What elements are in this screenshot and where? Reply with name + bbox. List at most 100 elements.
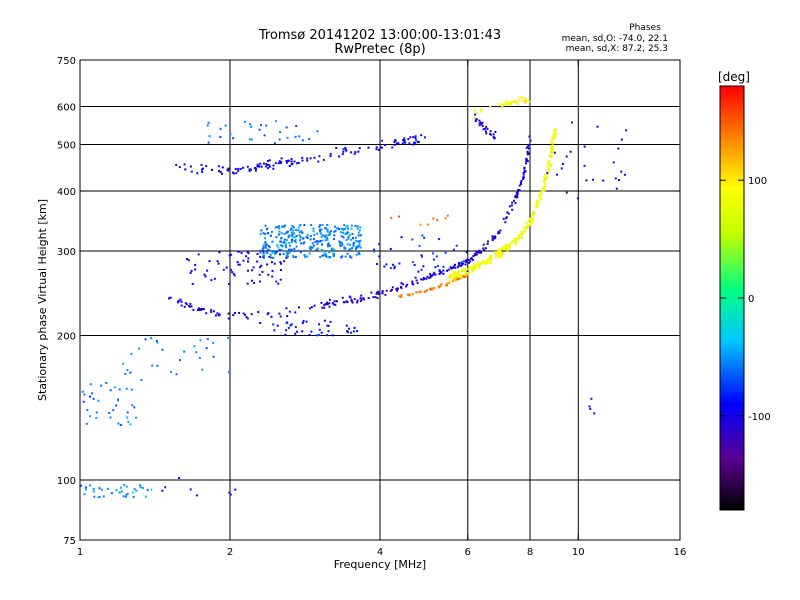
data-point bbox=[89, 484, 92, 487]
data-point bbox=[350, 151, 353, 154]
data-point bbox=[378, 243, 381, 246]
colorbar-ticks: 100 0 -100 bbox=[720, 176, 771, 423]
data-point bbox=[189, 488, 192, 491]
data-point bbox=[486, 260, 489, 263]
data-point bbox=[263, 162, 265, 165]
data-point bbox=[428, 276, 431, 279]
data-point bbox=[550, 155, 553, 158]
data-point bbox=[464, 259, 467, 262]
data-point bbox=[498, 250, 501, 253]
data-point bbox=[501, 104, 504, 107]
data-point bbox=[139, 484, 141, 487]
data-point bbox=[320, 331, 323, 334]
data-point bbox=[359, 239, 362, 242]
data-point bbox=[327, 324, 330, 327]
data-point bbox=[531, 221, 534, 224]
data-point bbox=[417, 270, 420, 273]
data-point bbox=[275, 236, 278, 239]
data-point bbox=[560, 167, 563, 170]
data-point bbox=[318, 225, 321, 228]
data-point bbox=[486, 242, 489, 245]
data-point bbox=[216, 260, 219, 263]
y-tick-label: 200 bbox=[57, 332, 76, 343]
data-point bbox=[464, 274, 467, 277]
data-point bbox=[258, 128, 261, 131]
data-point bbox=[518, 184, 521, 187]
data-point bbox=[475, 112, 478, 115]
data-point bbox=[331, 334, 334, 337]
data-point bbox=[516, 196, 519, 199]
data-point bbox=[249, 138, 251, 141]
data-point bbox=[279, 131, 282, 134]
data-point bbox=[261, 248, 264, 251]
data-point bbox=[287, 230, 289, 233]
data-point bbox=[452, 248, 455, 251]
data-point bbox=[309, 238, 312, 241]
data-point bbox=[195, 494, 198, 497]
data-point bbox=[253, 282, 256, 284]
data-point bbox=[332, 248, 335, 251]
data-point bbox=[217, 165, 220, 168]
data-point bbox=[279, 253, 282, 256]
data-point bbox=[301, 159, 304, 162]
data-point bbox=[129, 371, 132, 374]
data-point bbox=[301, 156, 304, 159]
data-point bbox=[518, 235, 521, 238]
data-point bbox=[623, 173, 626, 176]
data-point bbox=[294, 332, 297, 335]
data-point bbox=[543, 189, 546, 192]
data-point bbox=[359, 297, 362, 300]
data-point bbox=[248, 168, 251, 171]
data-point bbox=[497, 102, 500, 105]
data-point bbox=[537, 204, 540, 207]
data-point bbox=[400, 282, 403, 285]
data-point bbox=[522, 171, 525, 174]
data-point bbox=[482, 243, 485, 246]
data-point bbox=[486, 259, 489, 262]
data-point bbox=[484, 130, 487, 133]
data-point bbox=[219, 171, 222, 173]
data-point bbox=[451, 267, 454, 269]
data-point bbox=[524, 99, 527, 102]
data-point bbox=[177, 299, 180, 302]
data-point bbox=[217, 313, 220, 316]
data-point bbox=[332, 303, 335, 306]
x-tick-label: 16 bbox=[674, 547, 687, 558]
data-point bbox=[286, 315, 289, 318]
data-point bbox=[189, 165, 192, 168]
data-point bbox=[244, 120, 247, 123]
data-point bbox=[484, 247, 487, 250]
data-point bbox=[476, 262, 479, 265]
data-point bbox=[518, 189, 521, 192]
data-point bbox=[217, 314, 220, 317]
y-tick-label: 75 bbox=[63, 536, 76, 547]
data-point bbox=[82, 400, 85, 403]
data-point bbox=[517, 237, 520, 240]
data-point bbox=[455, 271, 458, 274]
y-tick-label: 300 bbox=[57, 247, 76, 258]
data-point bbox=[471, 267, 474, 270]
data-point bbox=[232, 272, 235, 275]
data-point bbox=[118, 388, 121, 391]
data-point bbox=[312, 227, 315, 230]
data-point bbox=[279, 261, 282, 264]
data-point bbox=[316, 243, 319, 246]
data-point bbox=[310, 245, 313, 248]
data-point bbox=[226, 168, 229, 171]
data-point bbox=[527, 147, 530, 150]
data-point bbox=[403, 141, 406, 143]
data-point bbox=[120, 490, 123, 493]
data-point bbox=[512, 240, 515, 243]
data-point bbox=[529, 219, 532, 222]
data-point bbox=[298, 234, 301, 237]
data-point bbox=[197, 307, 200, 310]
data-point bbox=[341, 153, 344, 156]
data-point bbox=[543, 173, 546, 176]
data-point bbox=[520, 231, 523, 233]
data-point bbox=[319, 232, 322, 235]
data-point bbox=[178, 477, 181, 479]
data-point bbox=[246, 282, 249, 285]
data-point bbox=[359, 234, 362, 237]
data-point bbox=[357, 240, 360, 243]
data-point bbox=[290, 160, 293, 163]
